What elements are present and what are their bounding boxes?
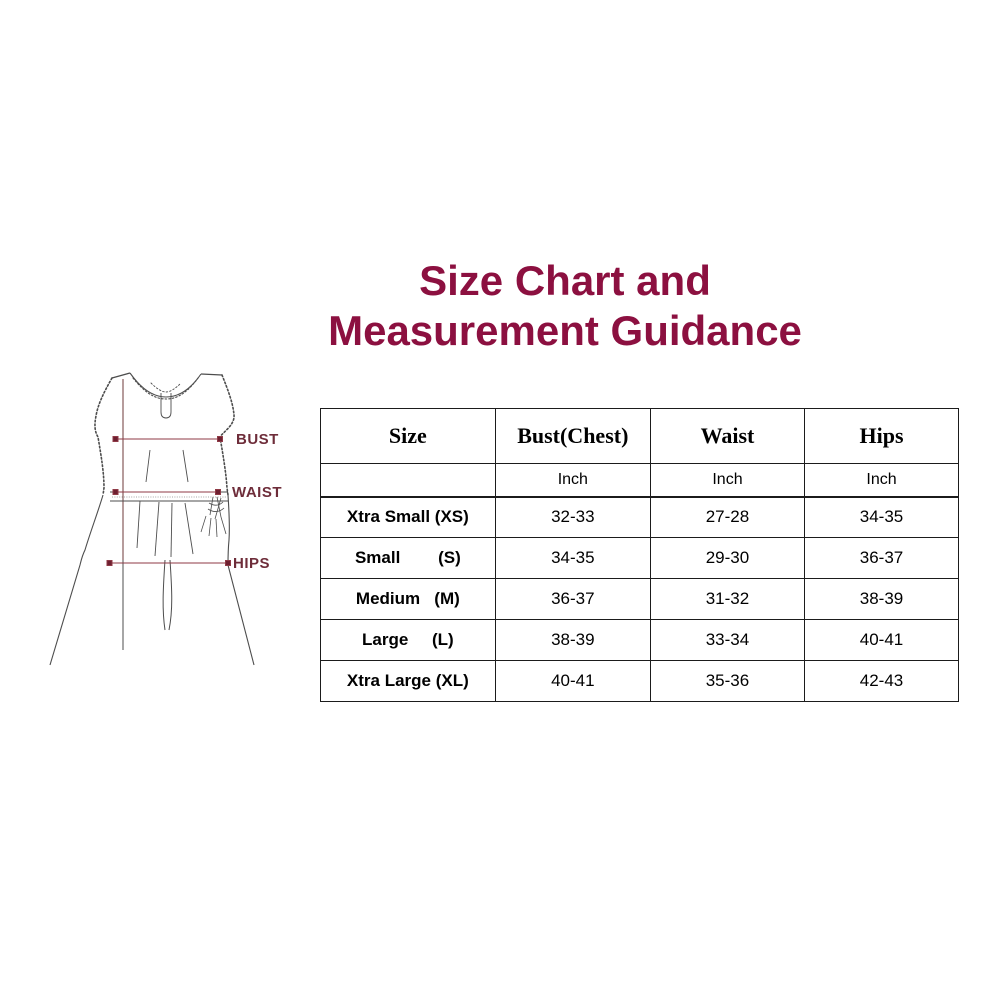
svg-text:WAIST: WAIST [232,484,282,501]
svg-text:HIPS: HIPS [233,555,270,572]
svg-text:BUST: BUST [236,431,279,448]
